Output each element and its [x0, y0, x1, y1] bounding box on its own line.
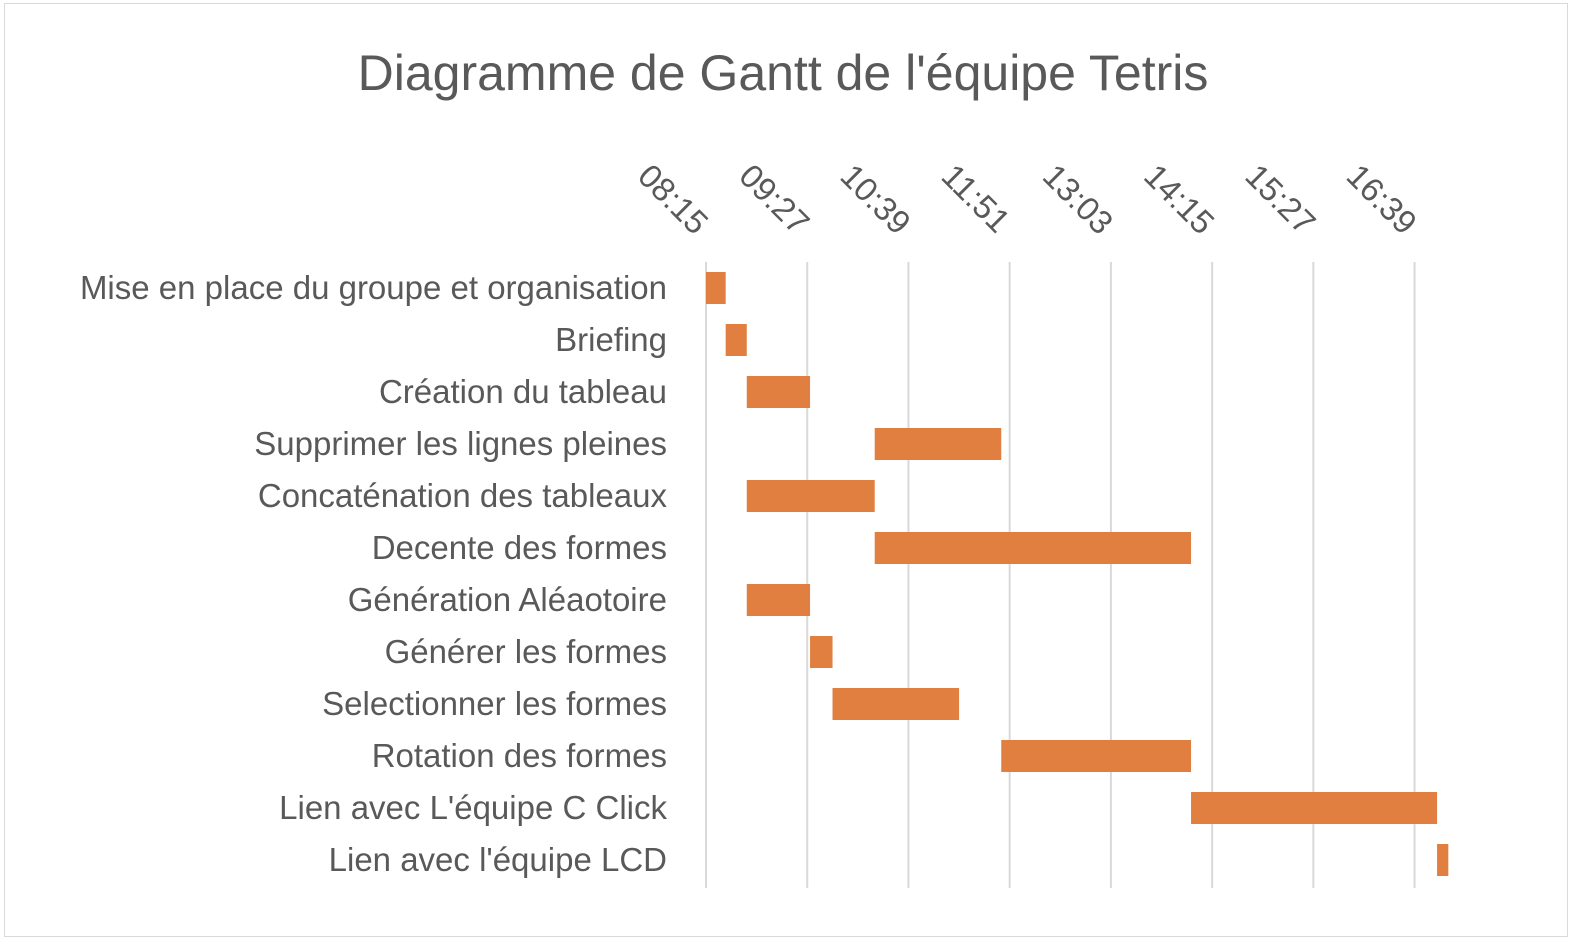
gridlines: [705, 262, 1416, 888]
category-label: Lien avec L'équipe C Click: [279, 789, 667, 826]
category-label: Selectionner les formes: [322, 685, 667, 722]
task-bar: [874, 428, 1002, 460]
category-label: Création du tableau: [379, 373, 667, 410]
x-axis-tick-labels: 08:15 09:27 10:39 11:51 13:03 14:15 15:27 16:39: [631, 157, 1424, 242]
x-tick-label: 15:27: [1238, 157, 1323, 242]
task-bar: [832, 688, 960, 720]
x-tick-label: 08:15: [631, 157, 716, 242]
task-bar: [746, 480, 875, 512]
x-tick-label: 13:03: [1036, 157, 1121, 242]
task-bar: [874, 532, 1192, 564]
x-tick-label: 11:51: [935, 157, 1018, 240]
category-label: Générer les formes: [385, 633, 667, 670]
category-label: Mise en place du groupe et organisation: [80, 269, 667, 306]
category-label: Lien avec l'équipe LCD: [329, 841, 667, 878]
x-tick-label: 14:15: [1137, 157, 1222, 242]
task-bar: [725, 324, 747, 356]
task-bar: [1001, 740, 1192, 772]
task-bars: [706, 272, 1449, 876]
category-label: Génération Aléaotoire: [348, 581, 667, 618]
task-bar: [810, 636, 833, 668]
task-bar: [1437, 844, 1449, 876]
task-bar: [706, 272, 726, 304]
category-labels: Mise en place du groupe et organisation B…: [80, 269, 668, 878]
chart-area: [4, 3, 1568, 937]
category-label: Supprimer les lignes pleines: [254, 425, 667, 462]
x-tick-label: 16:39: [1340, 157, 1425, 242]
category-label: Decente des formes: [372, 529, 667, 566]
chart-title: Diagramme de Gantt de l'équipe Tetris: [358, 45, 1209, 101]
x-tick-label: 10:39: [834, 157, 919, 242]
task-bar: [746, 584, 811, 616]
task-bar: [1191, 792, 1438, 824]
category-label: Rotation des formes: [372, 737, 667, 774]
category-label: Briefing: [555, 321, 667, 358]
x-tick-label: 09:27: [732, 157, 817, 242]
task-bar: [746, 376, 811, 408]
category-label: Concaténation des tableaux: [258, 477, 668, 514]
